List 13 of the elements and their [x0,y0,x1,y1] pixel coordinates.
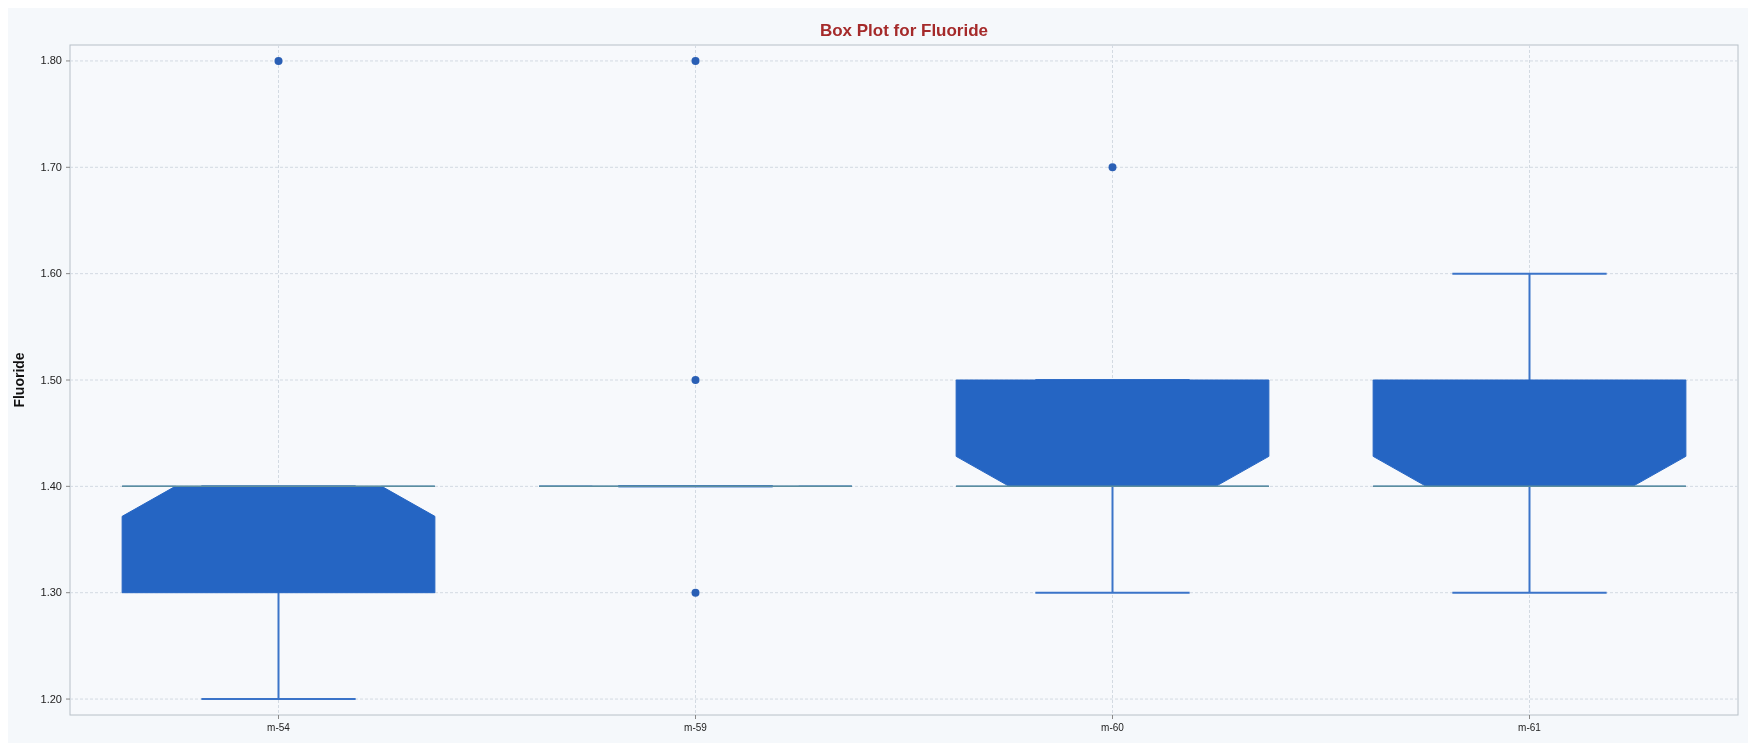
y-axis-title: Fluoride [11,352,27,408]
y-tick-label: 1.30 [40,586,62,599]
y-tick-label: 1.50 [40,373,62,386]
y-tick-label: 1.70 [40,160,62,173]
y-tick-label: 1.40 [40,479,62,492]
y-tick-label: 1.60 [40,267,62,280]
x-tick-label: m-61 [1518,722,1542,733]
x-tick-label: m-54 [267,722,291,733]
chart-title: Box Plot for Fluoride [819,21,989,40]
y-tick-label: 1.80 [40,54,62,67]
y-tick-label: 1.20 [40,692,62,705]
x-tick-label: m-59 [684,722,708,733]
x-tick-label: m-60 [1101,722,1125,733]
